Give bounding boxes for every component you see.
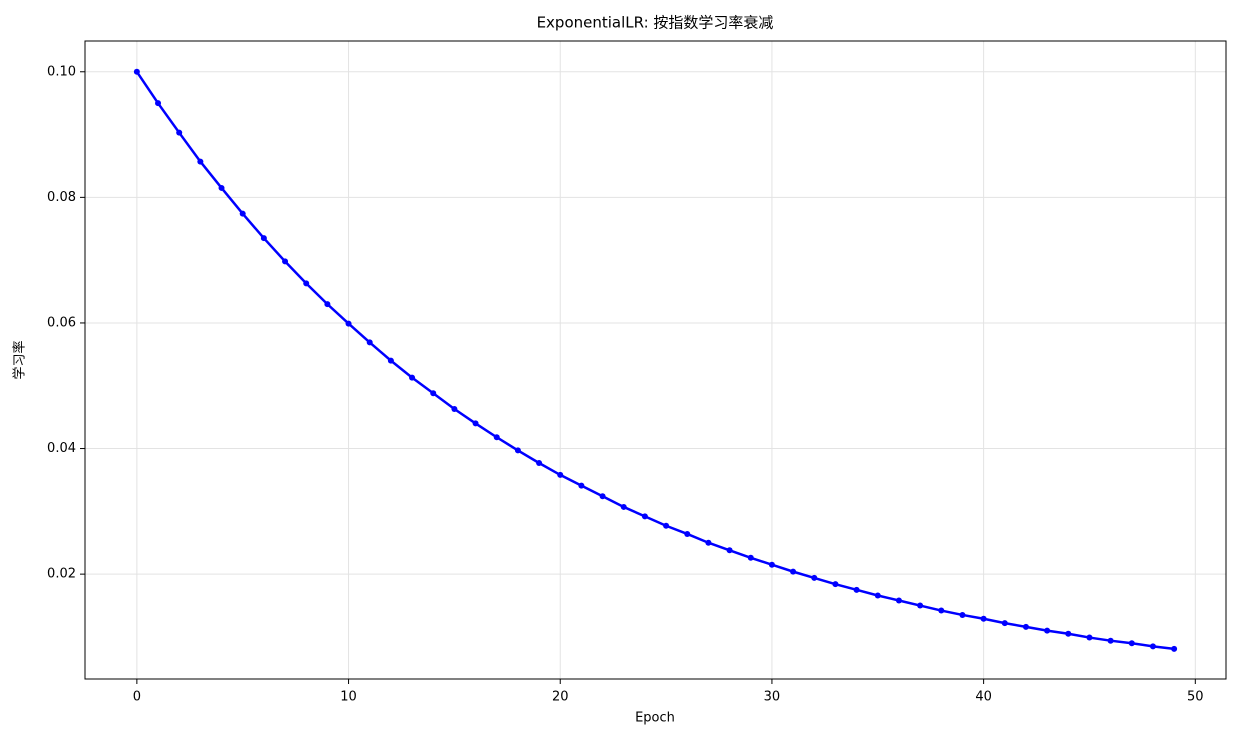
y-tick-label: 0.04: [47, 441, 76, 456]
point: [663, 522, 670, 529]
point: [282, 258, 289, 265]
point: [472, 420, 479, 427]
point: [1001, 620, 1008, 627]
point: [684, 530, 691, 537]
point: [874, 592, 881, 599]
point: [853, 586, 860, 593]
point: [1171, 645, 1178, 652]
x-axis-label: Epoch: [635, 711, 675, 726]
point: [895, 597, 902, 604]
x-tick-label: 30: [764, 690, 781, 705]
point: [641, 513, 648, 520]
point: [430, 390, 437, 397]
point: [811, 574, 818, 581]
point: [260, 235, 267, 242]
point: [959, 611, 966, 618]
point: [726, 547, 733, 554]
point: [366, 339, 373, 346]
point: [176, 129, 183, 136]
point: [1149, 643, 1156, 650]
point: [345, 320, 352, 327]
point: [303, 280, 310, 287]
point: [747, 554, 754, 561]
point: [578, 482, 585, 489]
point: [980, 615, 987, 622]
point: [599, 493, 606, 500]
point: [620, 503, 627, 510]
point: [536, 459, 543, 466]
point: [324, 301, 331, 308]
point: [1128, 640, 1135, 647]
y-tick-label: 0.10: [47, 64, 76, 79]
y-tick-label: 0.02: [47, 567, 76, 582]
point: [917, 602, 924, 609]
point: [938, 607, 945, 614]
x-tick-label: 0: [133, 690, 141, 705]
point: [1065, 630, 1072, 637]
point: [239, 210, 246, 217]
point: [790, 568, 797, 575]
point: [218, 184, 225, 191]
x-tick-label: 10: [340, 690, 357, 705]
point: [1044, 627, 1051, 634]
point: [557, 471, 564, 478]
plot-frame: [84, 40, 1227, 680]
line: [135, 71, 1175, 651]
x-tick-label: 50: [1187, 690, 1204, 705]
x-tick-label: 40: [975, 690, 992, 705]
point: [514, 447, 521, 454]
point: [197, 158, 204, 165]
y-tick-label: 0.08: [47, 190, 76, 205]
point: [832, 581, 839, 588]
point: [1022, 623, 1029, 630]
point: [493, 434, 500, 441]
point: [387, 357, 394, 364]
y-axis-label: 学习率: [12, 340, 28, 379]
chart-title: ExponentialLR: 按指数学习率衰减: [537, 14, 774, 32]
point: [1107, 637, 1114, 644]
point: [705, 539, 712, 546]
point: [451, 405, 458, 412]
point: [768, 561, 775, 568]
point: [155, 100, 162, 107]
y-tick-label: 0.06: [47, 315, 76, 330]
point: [409, 374, 416, 381]
x-tick-label: 20: [552, 690, 569, 705]
point: [1086, 634, 1093, 641]
point: [133, 68, 140, 75]
